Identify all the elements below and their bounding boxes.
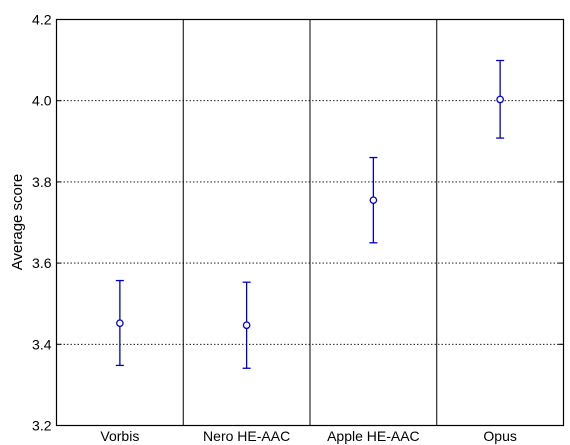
y-tick-label: 4.2 [32, 12, 52, 28]
y-axis-ticks: 3.2 3.4 3.6 3.8 4.0 4.2 [32, 12, 564, 434]
y-tick-label: 3.2 [32, 418, 52, 434]
data-points [115, 59, 505, 369]
x-axis-ticks: Vorbis Nero HE-AAC Apple HE-AAC Opus [100, 428, 516, 444]
x-tick-label: Apple HE-AAC [327, 428, 420, 444]
data-point [116, 319, 124, 328]
x-tick-label: Vorbis [100, 428, 139, 444]
y-tick-label: 3.4 [32, 336, 52, 352]
y-tick-label: 3.8 [32, 174, 52, 190]
y-tick-label: 4.0 [32, 93, 52, 109]
y-axis-label: Average score [9, 174, 26, 270]
plot-frame [55, 18, 565, 427]
x-tick-label: Opus [483, 428, 516, 444]
category-dividers [182, 19, 438, 426]
data-point [496, 95, 504, 104]
data-point [242, 321, 251, 330]
y-tick-label: 3.6 [32, 255, 52, 271]
x-tick-label: Nero HE-AAC [203, 428, 290, 444]
data-point [369, 196, 378, 205]
